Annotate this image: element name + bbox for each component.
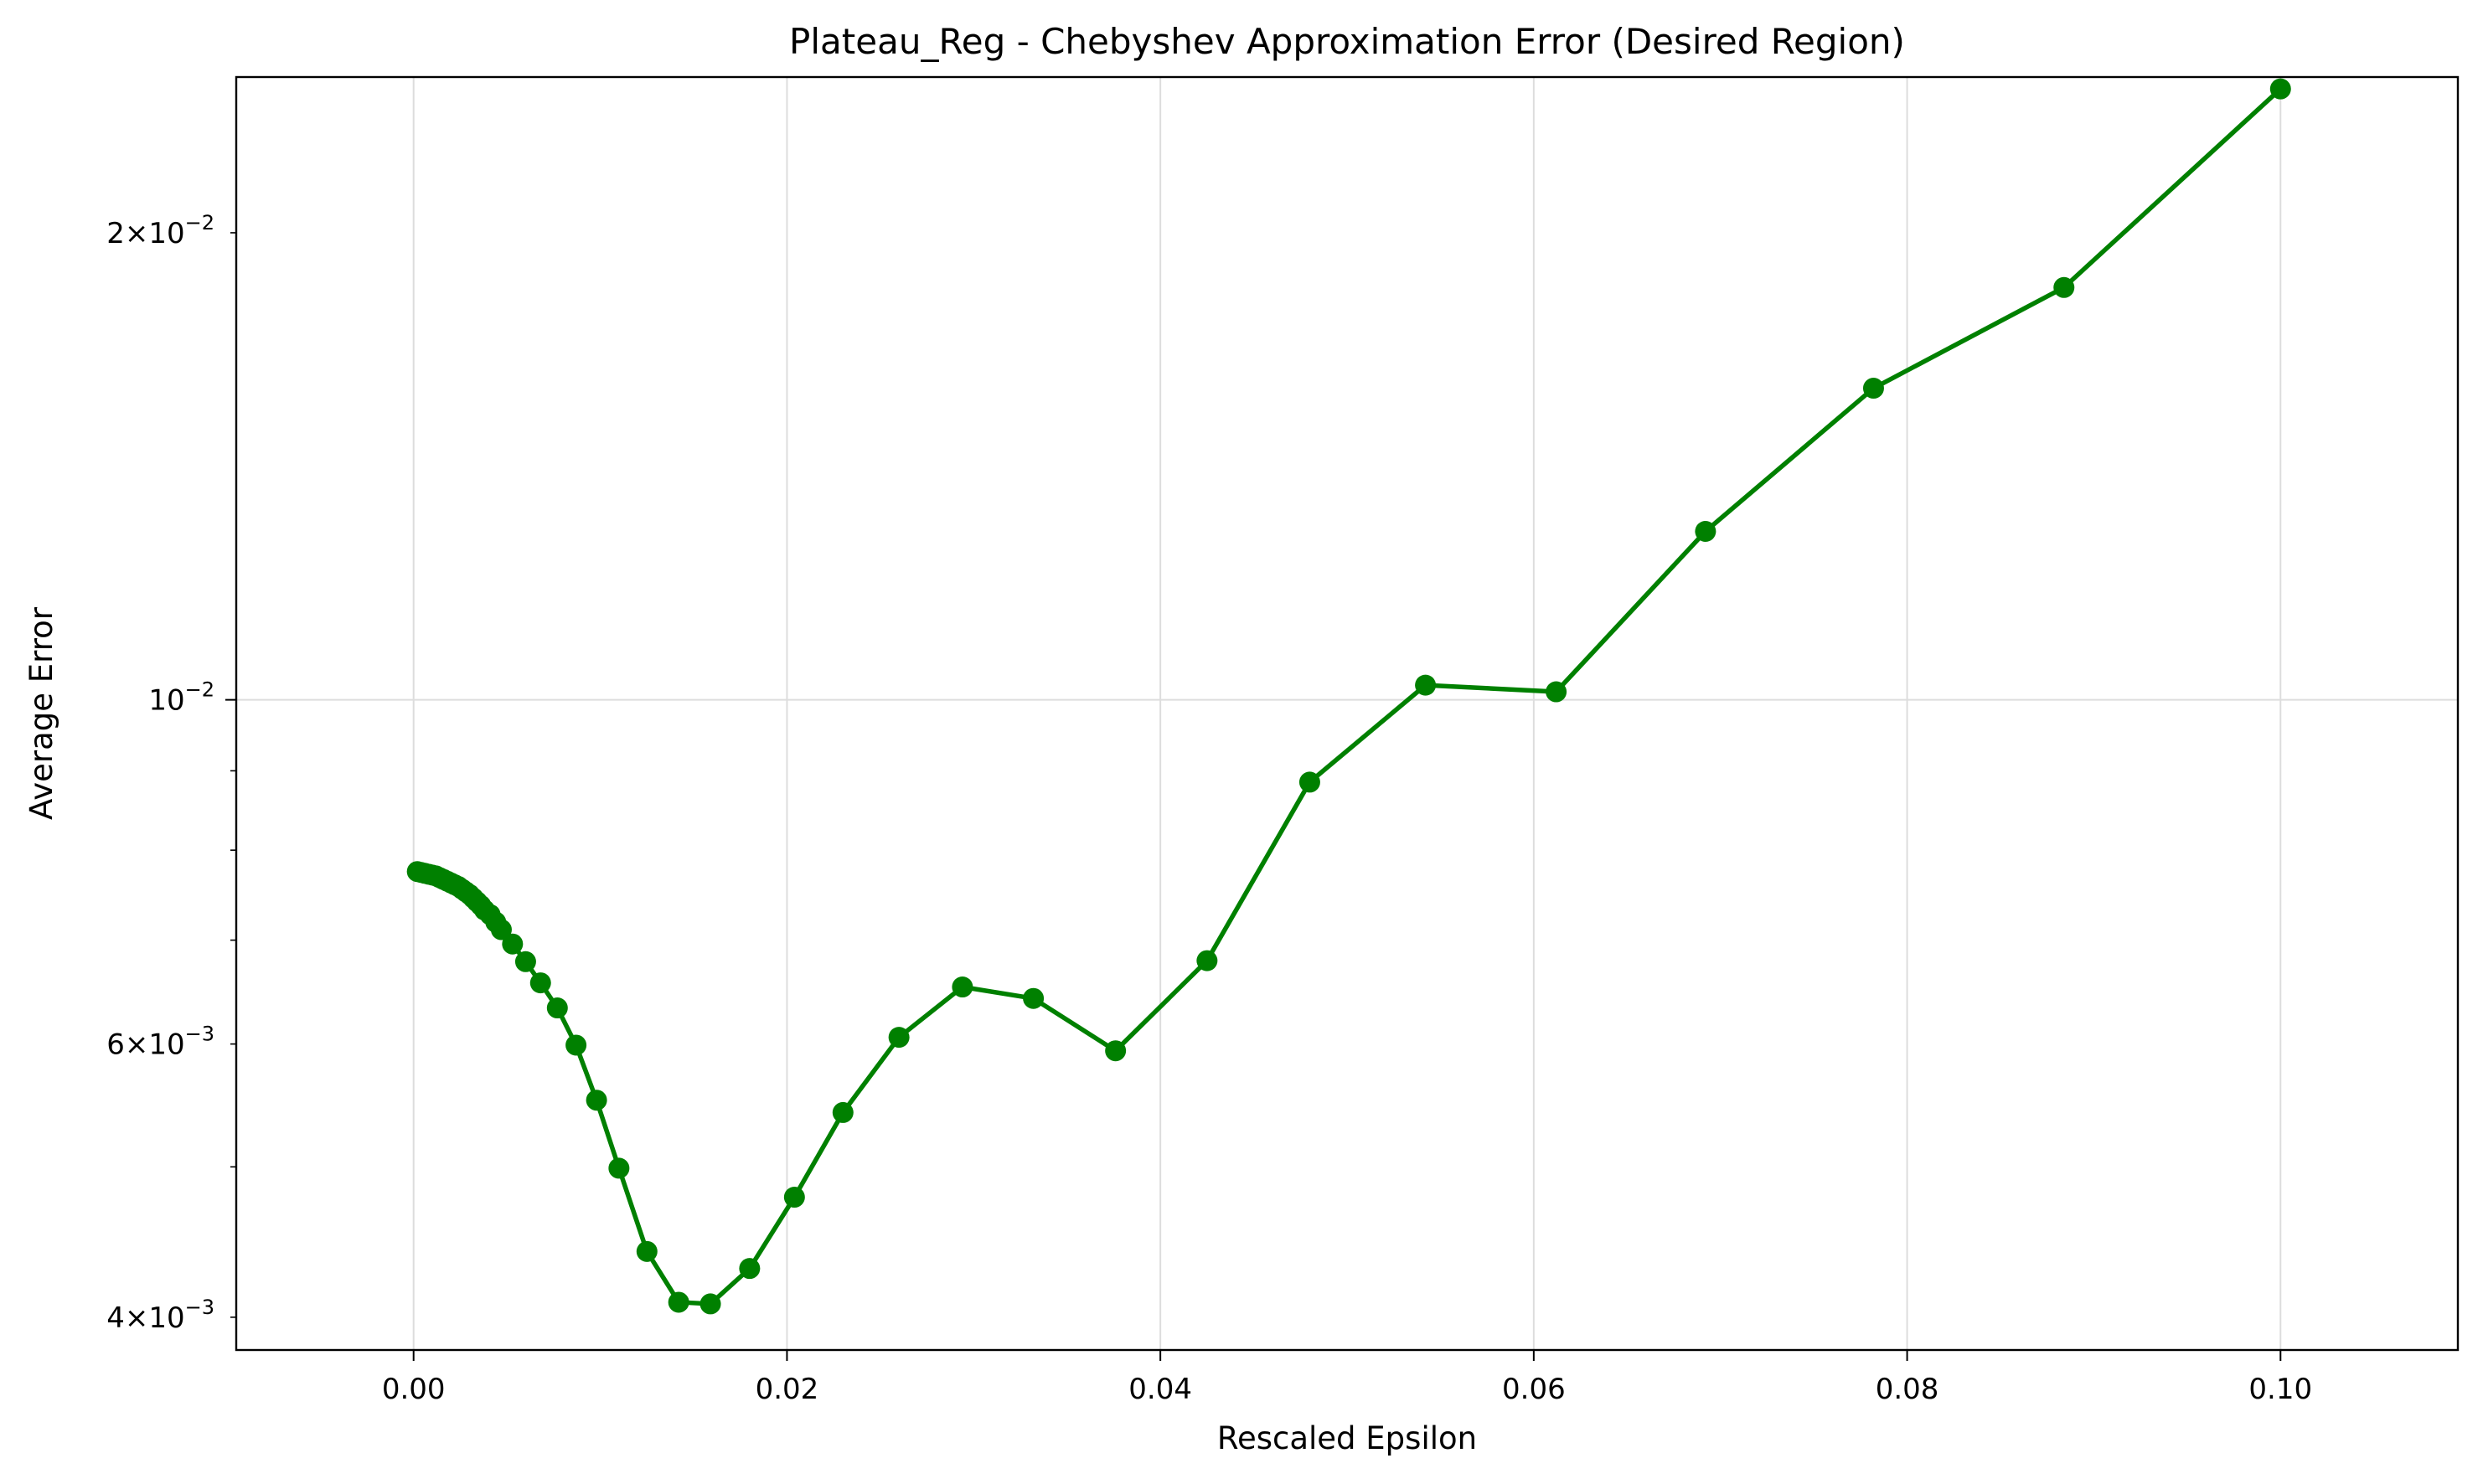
data-point: [565, 1034, 587, 1056]
x-tick-label: 0.06: [1502, 1373, 1566, 1406]
data-point: [1862, 378, 1884, 399]
data-point: [699, 1293, 721, 1315]
data-point: [832, 1101, 854, 1123]
axis-ticks: 0.00 0.02 0.04 0.06 0.08 0.10 10−2 4×10−3 6×10−3…: [106, 211, 2312, 1406]
data-point: [636, 1240, 658, 1262]
x-tick-label: 0.02: [756, 1373, 819, 1406]
data-point: [1105, 1040, 1127, 1062]
data-point: [490, 919, 512, 940]
y-minor-tick-label: 2×10−2: [106, 211, 214, 250]
data-point: [668, 1291, 689, 1313]
data-point: [1023, 987, 1045, 1009]
data-point: [783, 1187, 805, 1208]
data-point: [586, 1090, 607, 1111]
data-point: [952, 976, 973, 998]
x-tick-label: 0.04: [1128, 1373, 1192, 1406]
x-tick-label: 0.00: [382, 1373, 446, 1406]
data-point: [529, 972, 551, 994]
data-point: [546, 997, 568, 1019]
y-minor-tick-label: 4×10−3: [106, 1296, 214, 1335]
data-point: [1415, 674, 1437, 696]
y-major-tick-label: 10−2: [148, 678, 214, 718]
data-point: [608, 1157, 630, 1179]
series-layer: [406, 78, 2291, 1315]
data-point: [888, 1027, 910, 1049]
data-point: [1298, 771, 1320, 793]
grid-lines: [236, 77, 2458, 1350]
y-axis-label: Average Error: [23, 606, 59, 820]
plot-area-frame: [235, 75, 2460, 1352]
x-tick-label: 0.10: [2248, 1373, 2312, 1406]
x-axis-label: Rescaled Epsilon: [1217, 1420, 1477, 1456]
data-point: [1196, 950, 1218, 971]
y-minor-tick-label: 6×10−3: [106, 1023, 214, 1062]
data-point: [1546, 681, 1567, 703]
data-point: [1695, 521, 1716, 542]
x-tick-label: 0.08: [1876, 1373, 1939, 1406]
data-point: [2269, 78, 2291, 100]
data-point: [502, 933, 524, 955]
data-point: [739, 1258, 761, 1280]
data-point: [2053, 276, 2075, 298]
chart-title: Plateau_Reg - Chebyshev Approximation Er…: [789, 21, 1905, 62]
data-point: [514, 951, 536, 972]
